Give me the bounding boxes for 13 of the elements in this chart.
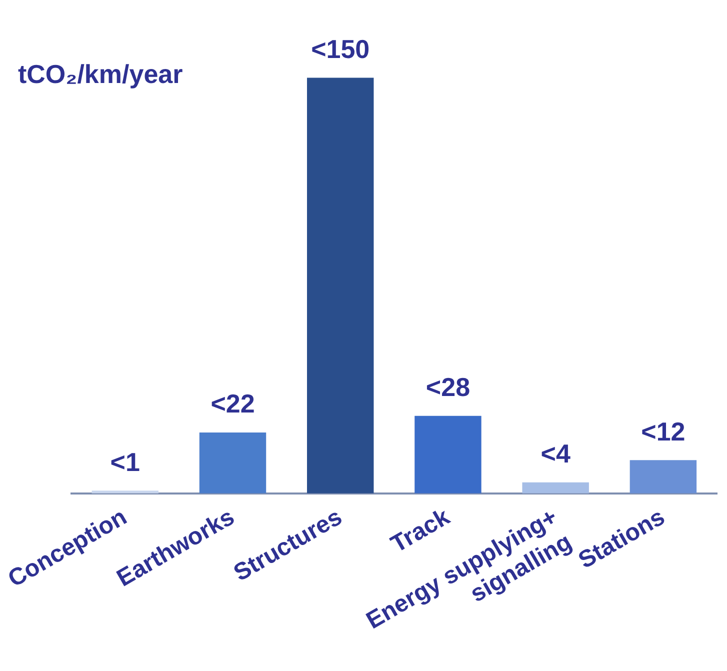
bar xyxy=(414,416,482,494)
data-label: <28 xyxy=(426,372,470,402)
data-label: <150 xyxy=(311,34,370,64)
bar xyxy=(522,482,589,494)
y-axis-title: tCO₂/km/year xyxy=(18,59,183,90)
bar xyxy=(199,432,266,494)
data-label: <12 xyxy=(641,416,686,446)
data-label: <1 xyxy=(110,446,140,477)
data-label: <4 xyxy=(540,438,571,469)
data-label: <22 xyxy=(210,388,255,419)
bar xyxy=(630,460,697,494)
bar xyxy=(92,490,158,494)
bar xyxy=(307,78,374,494)
